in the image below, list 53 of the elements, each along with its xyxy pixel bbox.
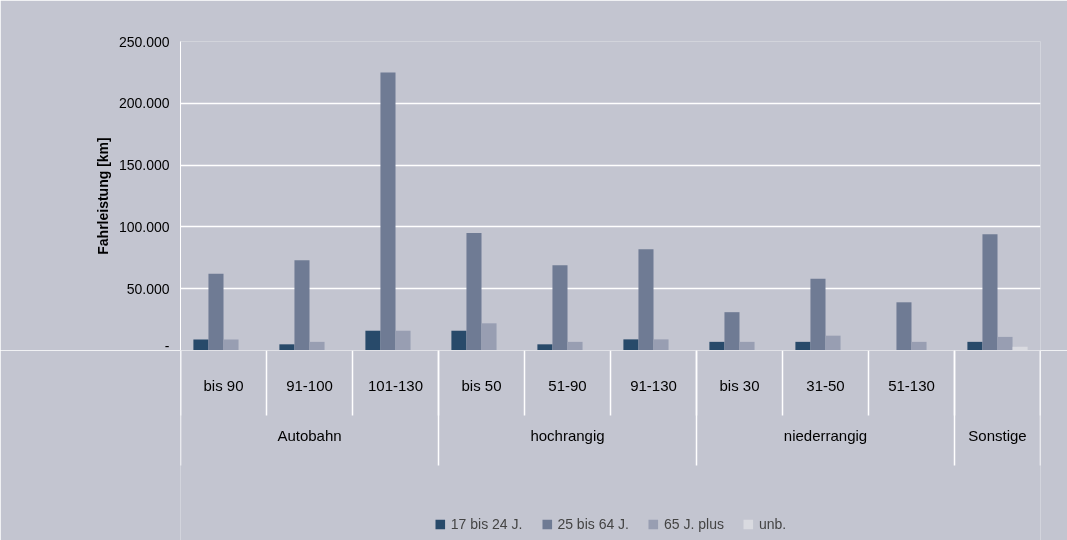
- bar: [653, 339, 669, 350]
- bar: [896, 302, 912, 350]
- bar: [365, 330, 381, 350]
- legend-label: 25 bis 64 J.: [557, 516, 630, 532]
- bar: [395, 330, 411, 350]
- bar: [709, 341, 725, 350]
- bar: [294, 260, 310, 350]
- bar: [451, 330, 467, 350]
- bar: [810, 278, 826, 350]
- x-tick-label: 51-130: [888, 376, 935, 394]
- bar: [279, 344, 295, 350]
- y-tick-label: 50.000: [126, 280, 170, 297]
- bar: [466, 233, 482, 350]
- y-tick-label: 200.000: [118, 95, 170, 112]
- text: niederrangig: [783, 427, 868, 444]
- y-axis-title: Fahrleistung [km]: [94, 137, 111, 255]
- bar: [967, 341, 983, 350]
- text: hochrangig: [530, 427, 605, 444]
- bar: [623, 339, 639, 350]
- x-tick-label: bis 50: [461, 377, 502, 394]
- x-tick-label: bis 90: [203, 377, 244, 394]
- x-tick-label: 51-90: [548, 376, 587, 394]
- bar: [997, 336, 1013, 350]
- bar: [537, 344, 553, 350]
- text: Autobahn: [277, 427, 342, 444]
- x-tick-label: 91-130: [630, 376, 677, 394]
- bar: [309, 341, 325, 350]
- bar: [795, 341, 811, 350]
- bar: [825, 335, 841, 350]
- y-tick-label: -: [164, 337, 170, 354]
- bar: [638, 249, 654, 350]
- bar: [380, 72, 396, 350]
- bar: [481, 323, 497, 350]
- bar: [724, 312, 740, 350]
- bar: [567, 341, 583, 350]
- bar: [911, 341, 927, 350]
- legend-label: 17 bis 24 J.: [450, 516, 523, 532]
- bar: [193, 339, 209, 350]
- x-tick-label: 91-100: [286, 376, 333, 394]
- y-tick-label: 250.000: [118, 33, 170, 50]
- x-tick-label: 31-50: [806, 376, 845, 394]
- bar: [982, 234, 998, 350]
- x-tick-label: bis 30: [719, 377, 760, 394]
- legend-label: unb.: [758, 516, 787, 532]
- bar: [739, 341, 755, 350]
- text: Sonstige: [968, 427, 1027, 444]
- y-tick-label: 150.000: [118, 157, 170, 174]
- y-tick-label: 100.000: [118, 218, 170, 235]
- legend-label: 65 J. plus: [664, 516, 724, 532]
- bar: [552, 265, 568, 350]
- x-tick-label: 101-130: [367, 376, 424, 394]
- bar: [208, 273, 224, 350]
- bar: [223, 339, 239, 350]
